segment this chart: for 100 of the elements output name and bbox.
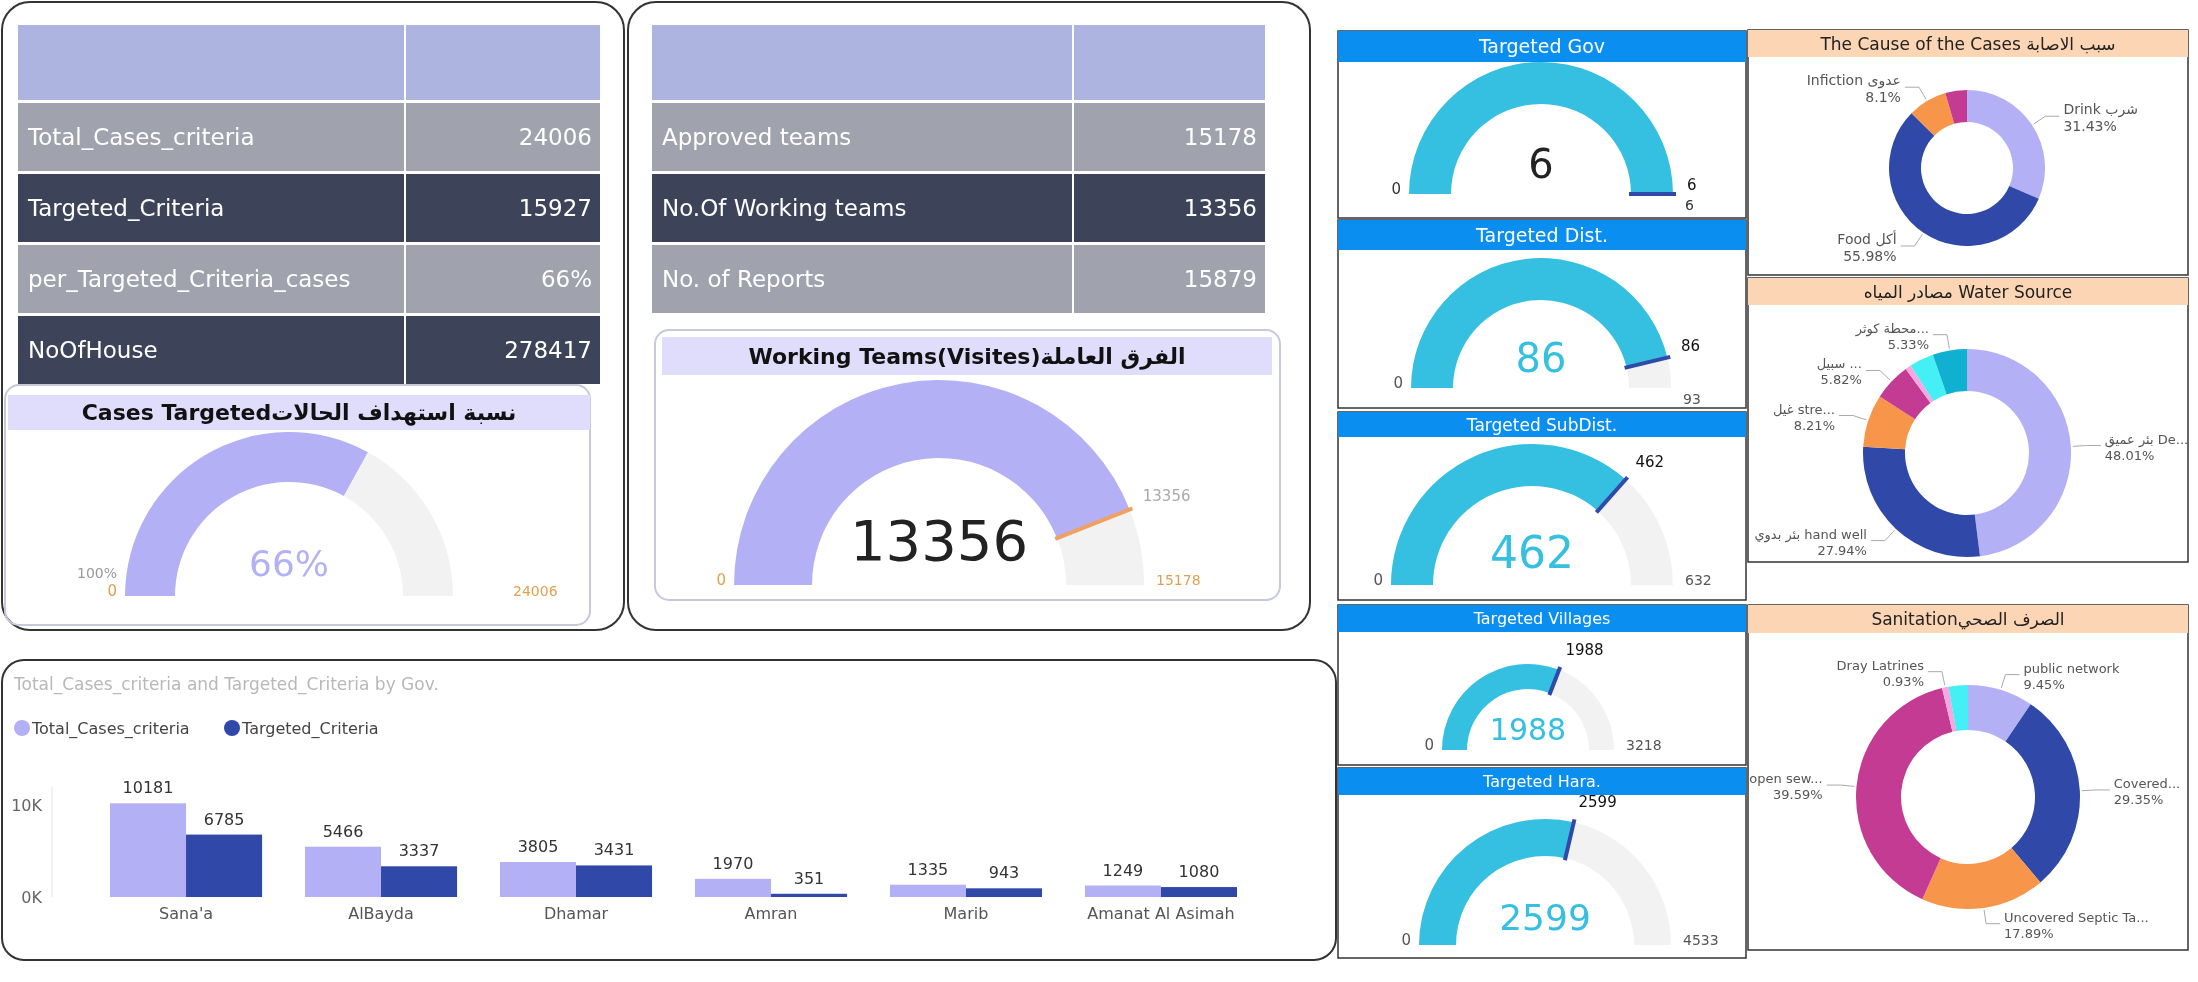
x-tick-label: Amanat Al Asimah (1087, 904, 1235, 923)
text: 0 (1424, 736, 1434, 754)
text: 24006 (518, 124, 592, 150)
slice-label: Uncovered Septic Ta... (2004, 909, 2149, 925)
text: 66% (540, 266, 592, 292)
data-label: 3805 (517, 836, 559, 856)
text: 15927 (518, 195, 592, 221)
data-label: 1080 (1178, 862, 1220, 882)
donut-slice (1942, 686, 1957, 732)
text: 0 (1401, 931, 1411, 949)
text: 13356 (1142, 487, 1191, 506)
data-label: 27.94% (1817, 542, 1867, 558)
donut-slice (1863, 396, 1915, 450)
donut-slice (1905, 365, 1934, 403)
text: 100% (76, 565, 117, 581)
slice-label: Dray Latrines (1836, 657, 1925, 673)
donut-slice (1967, 349, 2071, 557)
data-label: 1335 (907, 859, 949, 879)
text: 0 (107, 582, 117, 600)
text: 6 (1687, 176, 1697, 194)
data-label: 10181 (122, 778, 174, 798)
data-label: 943 (988, 863, 1020, 883)
data-label: 8.21% (1793, 417, 1835, 433)
slice-label: بئر بدوي hand well (1754, 526, 1867, 543)
text: 24006 (513, 583, 558, 599)
chart-title: Targeted SubDist. (1465, 414, 1618, 435)
text: 0 (716, 571, 726, 589)
data-label: 8.1% (1865, 89, 1901, 106)
data-label: 462 (1490, 527, 1574, 579)
x-tick-label: Marib (943, 904, 989, 923)
chart-title: Cases Targetedنسبة استهداف الحالات (81, 400, 517, 427)
donut-slice (1932, 349, 1967, 395)
data-label: 3337 (398, 841, 440, 861)
chart-title: Targeted Villages (1472, 609, 1611, 629)
category-label: per_Targeted_Criteria_cases (28, 266, 351, 292)
text: 13356 (1183, 195, 1257, 221)
text: 15879 (1183, 266, 1257, 292)
data-label: 1988 (1489, 711, 1567, 747)
data-label: 39.59% (1772, 787, 1823, 803)
bar (1160, 887, 1237, 897)
data-label: 5466 (322, 821, 364, 841)
chart-title: Targeted Gov (1477, 35, 1606, 58)
slice-label: غيل stre... (1772, 401, 1835, 417)
y-tick-label: 0K (21, 888, 43, 907)
data-label: 0.93% (1882, 673, 1924, 689)
slice-label: open sew... (1749, 771, 1823, 787)
data-label: 1970 (712, 853, 754, 873)
bar (965, 888, 1043, 897)
text: 4533 (1683, 932, 1719, 948)
data-label: 1249 (1102, 860, 1144, 880)
category-label: Approved teams (662, 124, 852, 150)
slice-label: Infiction عدوى (1806, 72, 1901, 90)
text: 93 (1683, 391, 1701, 407)
donut-slice (1948, 685, 1968, 732)
chart-title: Targeted Dist. (1475, 223, 1608, 246)
x-tick-label: Dhamar (543, 904, 609, 923)
data-label: 3431 (593, 840, 635, 860)
donut-slice (1856, 688, 1953, 900)
donut-slice (1911, 93, 1955, 136)
data-label: 2599 (1499, 896, 1591, 938)
data-label: 6 (1528, 141, 1554, 188)
bar (499, 861, 577, 897)
category-label: Total_Cases_criteria (27, 124, 255, 150)
legend-label: Targeted_Criteria (241, 719, 379, 739)
data-label: 9.45% (2023, 676, 2065, 692)
category-label: Targeted_Criteria (27, 195, 225, 221)
data-label: 86 (1515, 335, 1567, 382)
y-tick-label: 10K (11, 796, 43, 815)
slice-label: Drink شرب (2063, 101, 2138, 119)
data-label: 17.89% (2004, 925, 2054, 941)
chart-title: Targeted Hara. (1482, 772, 1601, 792)
bar (304, 846, 382, 897)
text: 0 (1391, 180, 1401, 198)
text: 15178 (1183, 124, 1257, 150)
chart-title: Total_Cases_criteria and Targeted_Criteria by Gov. (13, 674, 439, 695)
bar (576, 865, 653, 897)
slice-label: بئر عميق De... (2104, 431, 2189, 448)
data-label: 55.98% (1843, 248, 1897, 265)
text: 632 (1685, 572, 1712, 588)
bar (694, 878, 771, 897)
donut-slice (1879, 368, 1931, 420)
text: 0 (1373, 571, 1383, 589)
data-label: 31.43% (2063, 118, 2117, 135)
donut-slice (1922, 848, 2041, 909)
category-label: No.Of Working teams (662, 195, 907, 221)
bar (770, 893, 848, 897)
bar (186, 834, 263, 897)
data-label: 5.33% (1887, 336, 1929, 352)
x-tick-label: AlBayda (348, 904, 414, 923)
slice-label: Food أكل (1837, 230, 1897, 248)
data-label: 29.35% (2113, 791, 2164, 807)
legend-label: Total_Cases_criteria (31, 719, 190, 739)
data-label: 351 (793, 868, 825, 888)
text: 3218 (1626, 737, 1662, 753)
slice-label: محطة كوثر... (1854, 320, 1929, 337)
text: 2599 (1578, 792, 1617, 811)
category-label: NoOfHouse (28, 337, 158, 363)
data-label: 48.01% (2104, 447, 2155, 463)
x-tick-label: Amran (744, 904, 798, 923)
chart-title: Sanitationالصرف الصحي (1871, 609, 2065, 630)
